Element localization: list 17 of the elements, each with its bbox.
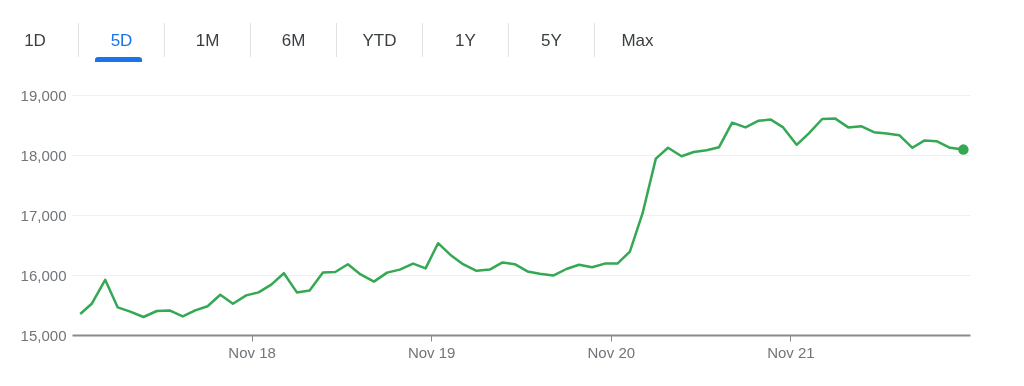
text: 5D (78, 23, 164, 57)
y-tick-label: 15,000 (20, 326, 67, 344)
y-tick-label: 18,000 (20, 146, 67, 164)
x-tick-label: Nov 18 (228, 343, 276, 361)
y-tick-label: 19,000 (20, 86, 67, 104)
text: 1D (23, 30, 47, 52)
text: Max (594, 23, 680, 57)
x-tick-label: Nov 20 (587, 343, 636, 361)
text: 1Y (422, 23, 508, 57)
x-tick-label: Nov 21 (767, 343, 815, 361)
text: 5Y (508, 23, 594, 57)
text: 1M (164, 23, 250, 57)
y-tick-label: 16,000 (20, 266, 67, 284)
text: YTD (336, 23, 422, 57)
y-tick-label: 17,000 (20, 206, 67, 224)
text: 6M (250, 23, 336, 57)
x-tick-label: Nov 19 (407, 343, 456, 361)
